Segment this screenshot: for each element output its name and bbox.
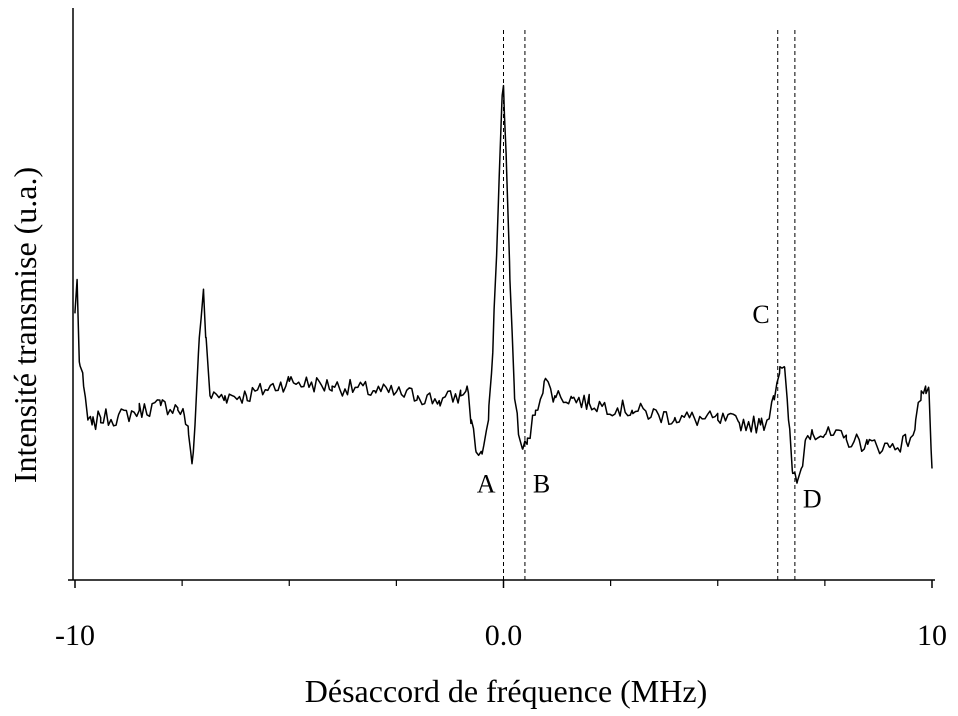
marker-label-c: C xyxy=(752,300,769,329)
marker-label-d: D xyxy=(803,484,822,513)
y-axis-title: Intensité transmise (u.a.) xyxy=(7,167,43,483)
x-axis-title: Désaccord de fréquence (MHz) xyxy=(305,673,707,709)
marker-label-b: B xyxy=(533,470,550,499)
series-line xyxy=(74,84,933,484)
x-tick-label: -10 xyxy=(55,619,95,652)
marker-label-a: A xyxy=(477,470,496,499)
x-tick-label: 10 xyxy=(917,619,947,652)
marker-lines xyxy=(503,30,796,580)
marker-labels: A B C D xyxy=(477,300,822,513)
axes xyxy=(68,8,935,581)
x-tick-label: 0.0 xyxy=(485,619,523,652)
x-tick-labels: -10 0.0 10 xyxy=(55,619,947,652)
x-ticks xyxy=(74,580,933,588)
